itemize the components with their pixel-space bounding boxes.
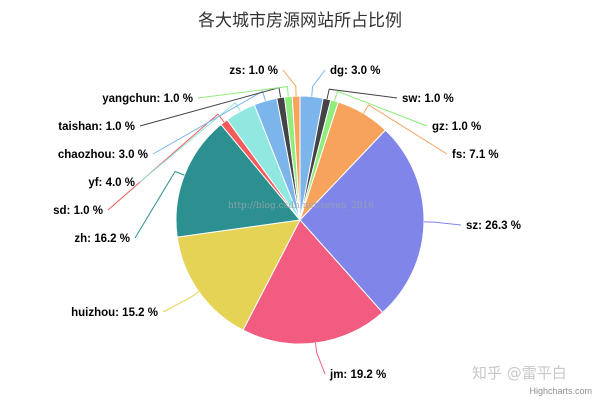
connector-yangchun [197, 86, 289, 99]
data-label-yangchun: yangchun: 1.0 % [102, 93, 193, 105]
connector-dg [311, 69, 326, 97]
connector-chaozhou [152, 90, 266, 155]
pie-slice-huizhou[interactable] [176, 219, 301, 331]
pie-slice-zh[interactable] [175, 123, 301, 238]
pie-slices [175, 95, 425, 345]
data-label-taishan: taishan: 1.0 % [58, 121, 135, 133]
data-label-dg: dg: 3.0 % [330, 65, 380, 77]
data-label-sz: sz: 26.3 % [466, 220, 521, 232]
connector-fs [363, 104, 448, 155]
data-label-sd: sd: 1.0 % [53, 205, 103, 217]
connector-yf [139, 101, 241, 183]
data-labels: dg: 3.0 % sw: 1.0 % gz: 1.0 % fs: 7.1 % sz: … [53, 65, 521, 381]
watermark-brand: 知乎 @雷平白 [472, 364, 567, 382]
label-connectors [107, 69, 462, 375]
connector-gz [334, 90, 428, 127]
pie-slice-sz[interactable] [299, 129, 425, 314]
connector-zs [282, 69, 297, 97]
connector-sz [423, 221, 462, 226]
watermark-url: http://blog.csdn.net/seven_2016 [228, 201, 374, 211]
data-label-zh: zh: 16.2 % [74, 233, 130, 245]
data-label-jm: jm: 19.2 % [329, 369, 386, 381]
data-label-yf: yf: 4.0 % [88, 177, 135, 189]
data-label-fs: fs: 7.1 % [452, 149, 499, 161]
data-label-zs: zs: 1.0 % [229, 65, 278, 77]
chart-title: 各大城市房源网站所占比例 [198, 11, 402, 31]
data-label-sw: sw: 1.0 % [402, 93, 454, 105]
highcharts-credit[interactable]: Highcharts.com [529, 386, 592, 396]
pie-slice-jm[interactable] [242, 219, 384, 345]
connector-huizhou [162, 291, 200, 313]
connector-zh [134, 170, 185, 239]
data-label-gz: gz: 1.0 % [432, 121, 481, 133]
connector-sw [326, 88, 398, 100]
connector-jm [315, 342, 326, 375]
data-label-chaozhou: chaozhou: 3.0 % [58, 149, 148, 161]
data-label-huizhou: huizhou: 15.2 % [71, 307, 158, 319]
